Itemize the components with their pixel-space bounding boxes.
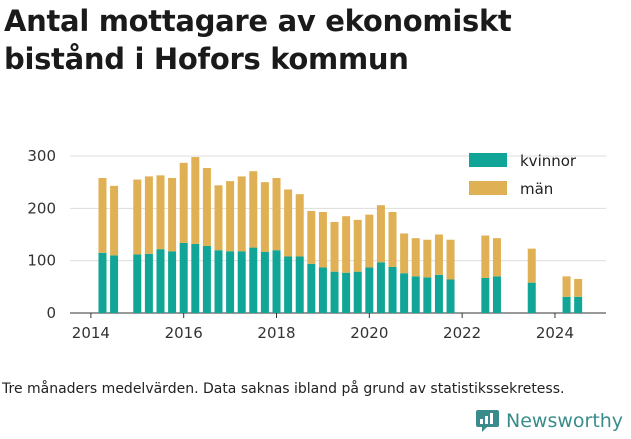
- x-tick-label: 2020: [350, 324, 388, 342]
- bar-man: [260, 182, 269, 252]
- bar-man: [284, 189, 293, 257]
- bar-man: [226, 181, 235, 252]
- bars: [98, 157, 583, 313]
- bar-man: [249, 171, 258, 248]
- legend: kvinnor män: [469, 152, 577, 198]
- bar-kvinnor: [133, 254, 142, 313]
- newsworthy-logo-icon: [476, 410, 499, 432]
- bar-kvinnor: [562, 296, 571, 313]
- bar-man: [156, 175, 165, 250]
- bar-man: [272, 177, 281, 251]
- bar-kvinnor: [284, 256, 293, 313]
- x-axis: 2014 2016 2018 2020 2022 2024: [72, 313, 574, 342]
- bar-man: [434, 234, 443, 275]
- x-tick-label: 2022: [443, 324, 481, 342]
- bar-kvinnor: [318, 267, 327, 313]
- bar-kvinnor: [214, 250, 223, 313]
- bar-kvinnor: [388, 266, 397, 313]
- bar-man: [144, 176, 153, 254]
- y-tick-label: 200: [27, 199, 56, 217]
- bar-man: [133, 179, 142, 255]
- y-tick-label: 100: [27, 252, 56, 270]
- bar-kvinnor: [144, 253, 153, 313]
- bar-kvinnor: [307, 263, 316, 313]
- brand-name: Newsworthy: [506, 409, 624, 432]
- bar-man: [179, 162, 188, 243]
- bar-man: [237, 176, 246, 252]
- bar-man: [376, 205, 385, 263]
- bar-kvinnor: [400, 273, 409, 313]
- bar-man: [481, 235, 490, 278]
- bar-kvinnor: [249, 247, 258, 313]
- legend-label-man: män: [520, 180, 553, 198]
- bar-kvinnor: [574, 296, 583, 313]
- brand-logo: Newsworthy: [475, 408, 623, 433]
- bar-man: [388, 211, 397, 267]
- bar-man: [330, 221, 339, 272]
- bar-kvinnor: [191, 243, 200, 313]
- bar-man: [353, 219, 362, 272]
- bar-kvinnor: [272, 250, 281, 313]
- bar-chart: 0 100 200 300 2014 2016 2018 2020 2022 2024 kvin…: [27, 147, 606, 342]
- bar-kvinnor: [423, 277, 432, 313]
- bar-kvinnor: [481, 277, 490, 313]
- bar-man: [191, 157, 200, 244]
- bar-kvinnor: [98, 252, 107, 313]
- x-tick-label: 2018: [257, 324, 295, 342]
- legend-swatch-kvinnor: [469, 153, 507, 167]
- bar-kvinnor: [411, 276, 420, 313]
- bar-kvinnor: [237, 251, 246, 313]
- bar-man: [98, 177, 107, 253]
- bar-man: [342, 216, 351, 273]
- y-axis: 0 100 200 300: [27, 147, 56, 322]
- x-tick-label: 2024: [536, 324, 574, 342]
- bar-man: [527, 248, 536, 283]
- bar-man: [110, 185, 119, 256]
- bar-kvinnor: [330, 271, 339, 313]
- bar-man: [411, 238, 420, 277]
- x-tick-label: 2016: [165, 324, 203, 342]
- bar-man: [446, 239, 455, 280]
- bar-kvinnor: [492, 276, 501, 313]
- bar-man: [295, 194, 304, 257]
- page-title: Antal mottagare av ekonomiskt bistånd i …: [4, 4, 512, 76]
- bar-kvinnor: [342, 272, 351, 313]
- bar-man: [365, 214, 374, 268]
- bar-kvinnor: [527, 282, 536, 313]
- bar-man: [423, 239, 432, 278]
- bar-kvinnor: [156, 249, 165, 313]
- bar-man: [307, 210, 316, 264]
- bar-kvinnor: [226, 251, 235, 313]
- x-tick-label: 2014: [72, 324, 110, 342]
- bar-kvinnor: [295, 256, 304, 313]
- bar-man: [318, 211, 327, 268]
- bar-kvinnor: [365, 267, 374, 313]
- bar-man: [168, 177, 177, 252]
- bar-kvinnor: [179, 242, 188, 313]
- bar-man: [562, 276, 571, 297]
- bar-man: [400, 233, 409, 274]
- bar-kvinnor: [168, 251, 177, 313]
- bar-man: [492, 238, 501, 277]
- bar-kvinnor: [260, 251, 269, 313]
- y-tick-label: 0: [46, 304, 56, 322]
- bar-kvinnor: [110, 255, 119, 313]
- bar-man: [214, 185, 223, 251]
- y-tick-label: 300: [27, 147, 56, 165]
- bar-kvinnor: [353, 271, 362, 313]
- bar-kvinnor: [434, 274, 443, 313]
- bar-kvinnor: [376, 262, 385, 313]
- bar-man: [202, 168, 211, 247]
- legend-swatch-man: [469, 181, 507, 195]
- bar-man: [574, 278, 583, 297]
- bar-kvinnor: [446, 279, 455, 313]
- legend-label-kvinnor: kvinnor: [520, 152, 577, 170]
- chart-caption: Tre månaders medelvärden. Data saknas ib…: [2, 381, 565, 397]
- bar-kvinnor: [202, 246, 211, 313]
